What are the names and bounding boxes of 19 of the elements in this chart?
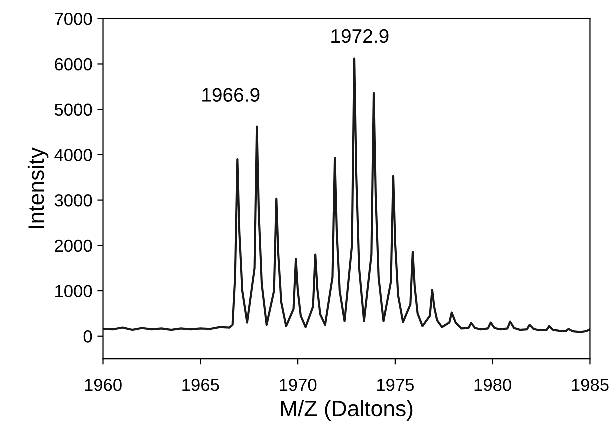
y-tick-label: 4000	[54, 149, 92, 162]
y-tick-label: 2000	[55, 240, 92, 252]
y-axis-title: Intensity	[28, 148, 49, 228]
y-tick-label: 3000	[54, 194, 92, 207]
y-tick-label: 0	[84, 330, 92, 343]
x-tick-label: 1975	[377, 378, 414, 392]
y-tick-label: 5000	[54, 104, 92, 116]
x-tick-label: 1970	[280, 378, 317, 392]
x-tick-label: 1960	[85, 378, 122, 392]
y-tick-label: 7000	[55, 13, 92, 26]
x-axis-title: M/Z (Daltons)	[281, 400, 413, 421]
annotation: 1966.9	[202, 88, 260, 102]
x-tick-label: 1985	[572, 378, 609, 392]
line-series	[103, 58, 590, 334]
y-tick-label: 6000	[55, 58, 92, 71]
y-tick-label: 1000	[56, 285, 92, 298]
x-tick-label: 1965	[182, 378, 220, 392]
annotation: 1972.9	[332, 29, 389, 44]
x-tick-label: 1980	[474, 378, 512, 392]
